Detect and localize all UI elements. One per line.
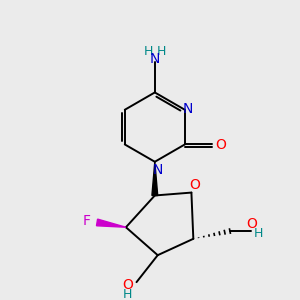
- Text: H: H: [254, 227, 263, 241]
- Text: O: O: [189, 178, 200, 192]
- Text: H: H: [123, 288, 133, 300]
- Text: F: F: [82, 214, 90, 229]
- Text: O: O: [247, 218, 257, 231]
- Text: N: N: [150, 52, 160, 66]
- Polygon shape: [152, 162, 158, 196]
- Text: N: N: [182, 102, 193, 116]
- Text: H: H: [143, 44, 153, 58]
- Text: N: N: [152, 163, 163, 177]
- Text: O: O: [122, 278, 133, 292]
- Text: O: O: [215, 138, 226, 152]
- Text: H: H: [157, 44, 166, 58]
- Polygon shape: [97, 219, 126, 227]
